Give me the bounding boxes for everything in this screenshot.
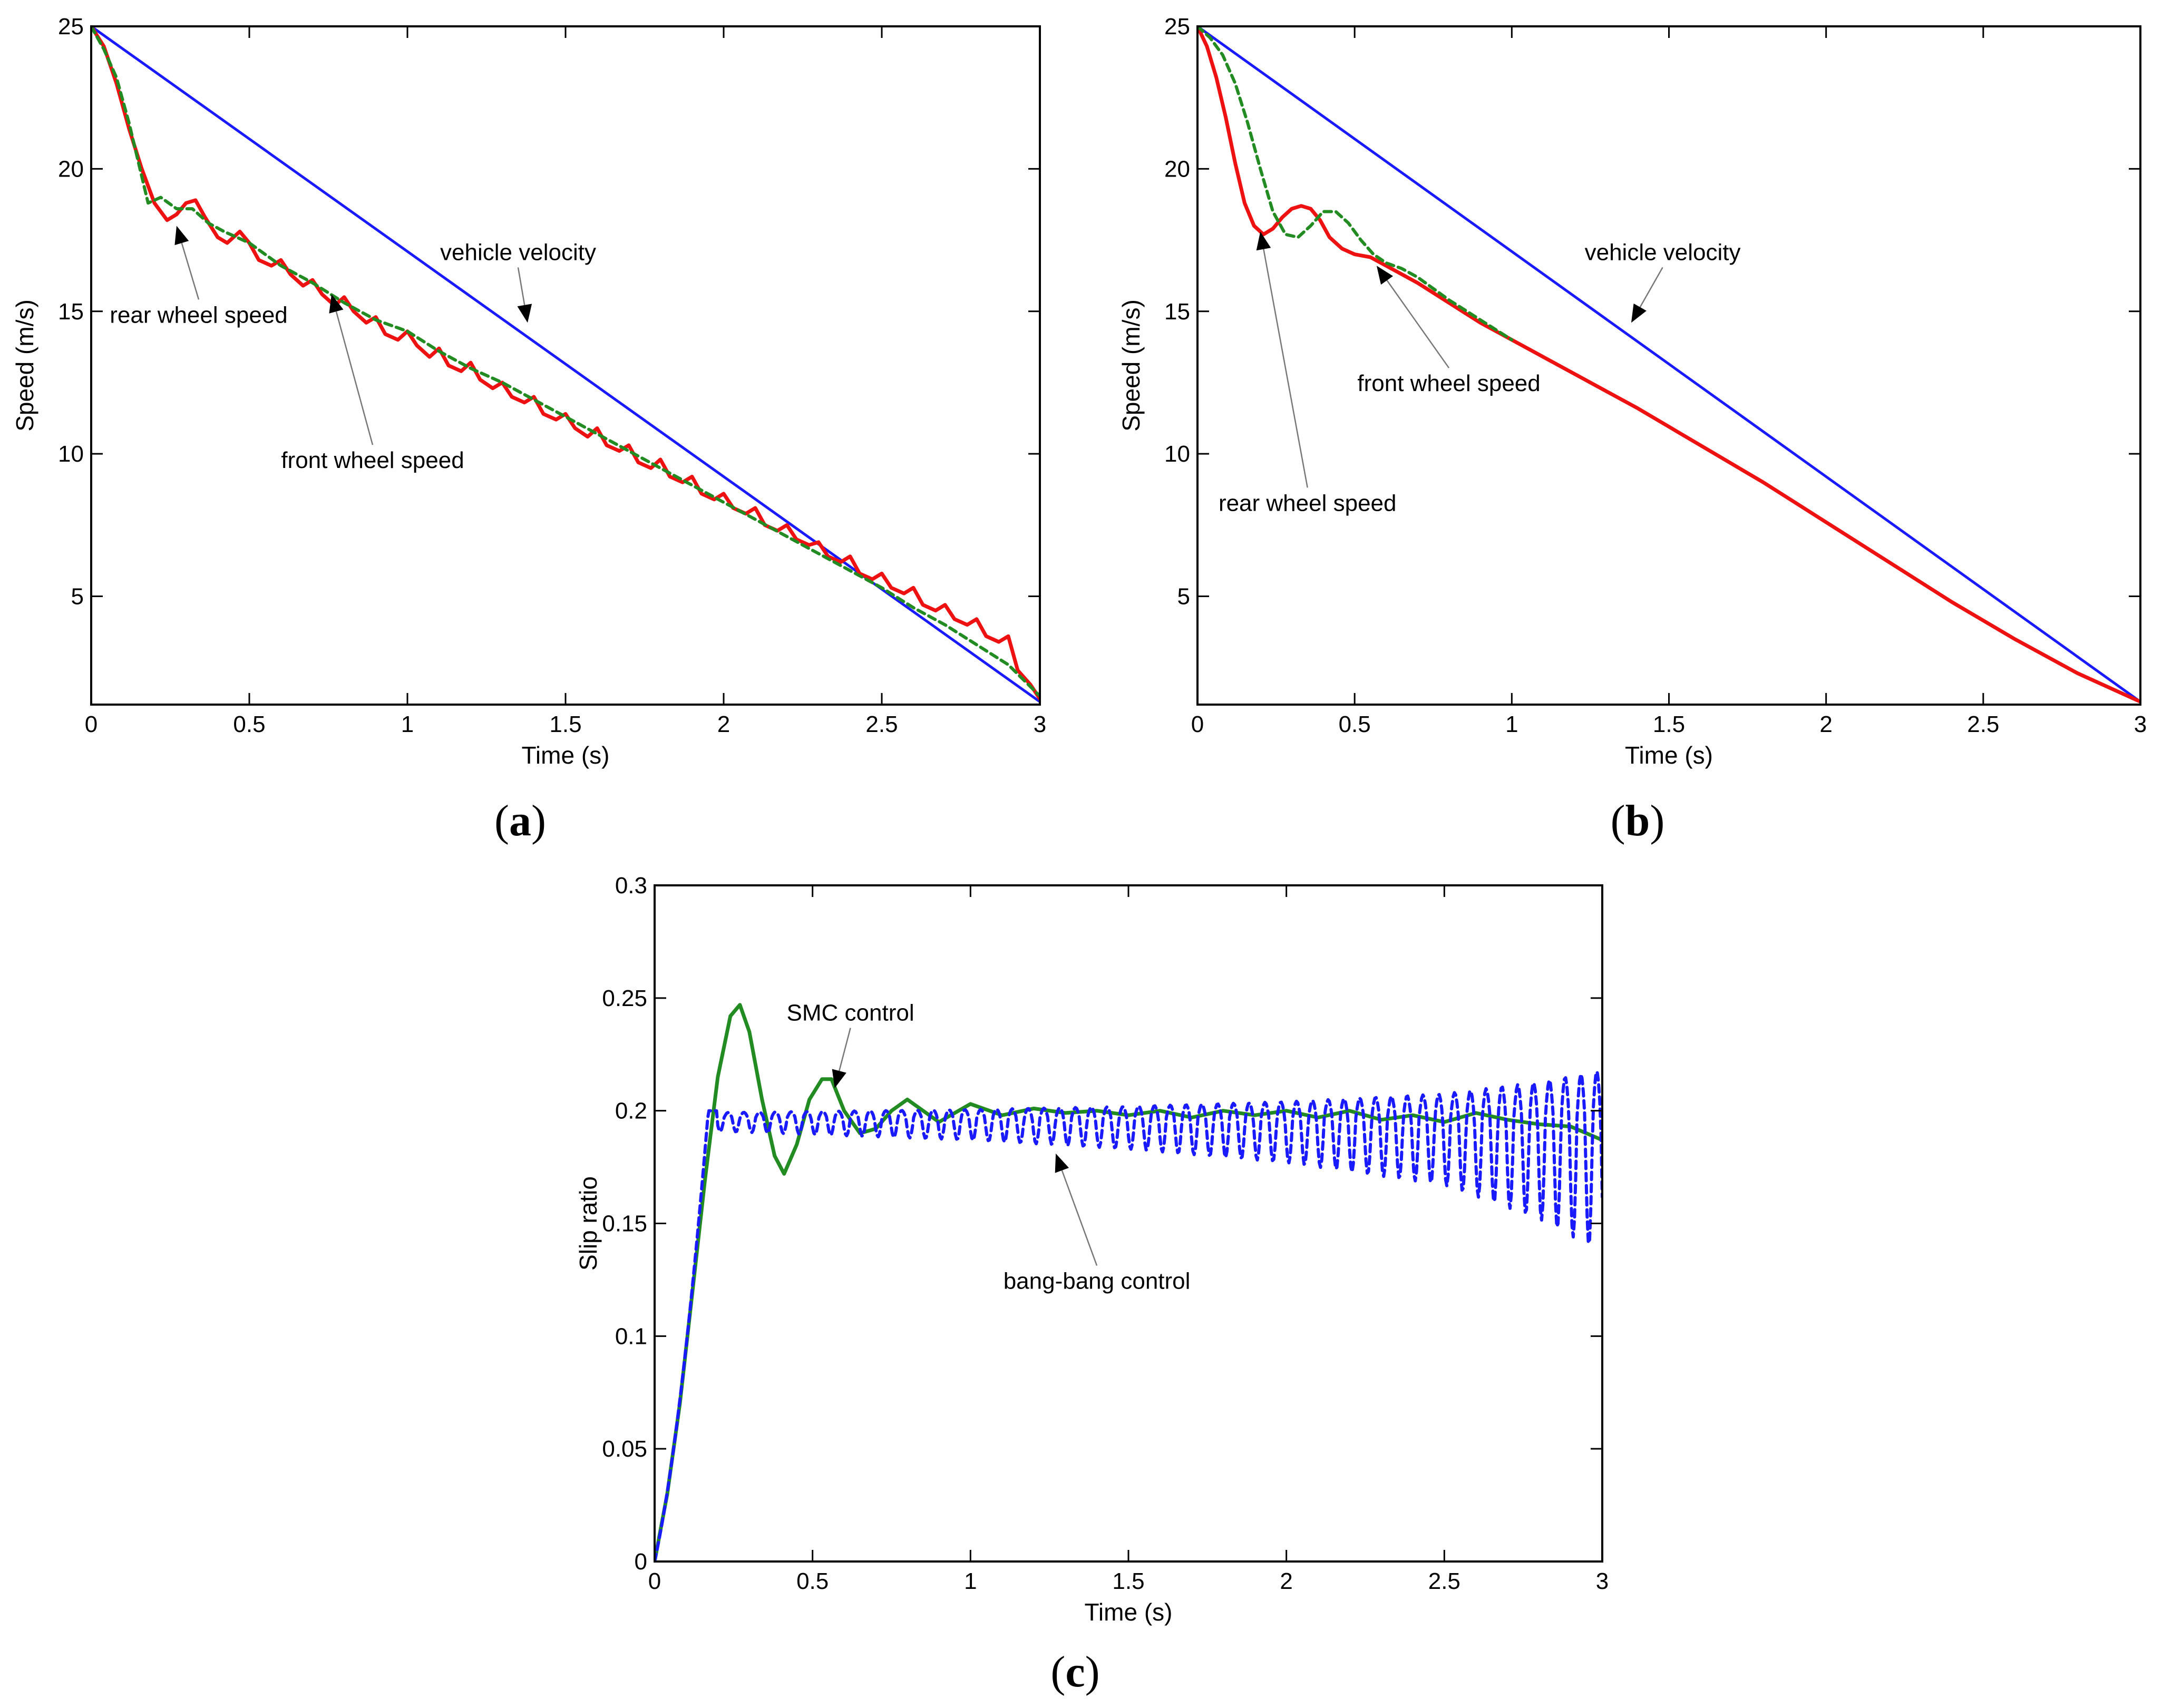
- x-tick-label: 1.5: [1112, 1568, 1144, 1594]
- annotation-leader-line: [839, 1028, 851, 1071]
- x-axis-label: Time (s): [1085, 1598, 1173, 1626]
- y-tick-label: 10: [1164, 441, 1190, 467]
- annotation-arrowhead: [832, 1069, 846, 1088]
- y-tick-label: 0.1: [615, 1323, 647, 1349]
- x-tick-label: 1: [401, 711, 414, 737]
- panel-label-a: (a): [494, 796, 546, 845]
- x-axis-label: Time (s): [522, 741, 610, 769]
- y-tick-label: 10: [58, 441, 84, 467]
- annotation-arrowhead: [1055, 1153, 1069, 1173]
- x-tick-label: 0.5: [233, 711, 265, 737]
- x-tick-label: 3: [2134, 711, 2147, 737]
- annotation-label: front wheel speed: [281, 447, 464, 473]
- annotation-arrowhead: [329, 294, 344, 314]
- y-tick-label: 0.05: [602, 1436, 647, 1462]
- series-rear-wheel-speed-line: [1197, 26, 2140, 704]
- x-tick-label: 1: [964, 1568, 977, 1594]
- plot-area-c: [655, 1003, 1602, 1561]
- annotation-arrowhead: [1631, 303, 1647, 323]
- y-axis-label: Slip ratio: [574, 1176, 602, 1271]
- x-tick-label: 3: [1034, 711, 1046, 737]
- x-tick-label: 0: [648, 1568, 661, 1594]
- series-vehicle-velocity-line: [91, 26, 1040, 704]
- y-tick-label: 25: [1164, 14, 1190, 40]
- y-tick-label: 0.2: [615, 1098, 647, 1124]
- annotation-arrowhead: [174, 226, 189, 246]
- annotation-label: bang-bang control: [1004, 1268, 1191, 1294]
- x-tick-label: 2.5: [1428, 1568, 1460, 1594]
- annotation-leader-line: [1263, 249, 1308, 488]
- series-front-wheel-speed-line: [91, 26, 1040, 698]
- x-tick-label: 0: [1191, 711, 1204, 737]
- panel-a-chart: 0 0.5 1 1.5 2 2.5 3 5 10 15 20 25 Time (s) Speed (m/s…: [11, 14, 1046, 845]
- annotation-leader-line: [1639, 267, 1663, 308]
- annotation-leader-line: [1061, 1170, 1098, 1266]
- annotation-leader-line: [181, 242, 200, 300]
- annotation-label: SMC control: [787, 1000, 914, 1026]
- x-tick-label: 1: [1505, 711, 1518, 737]
- x-tick-label: 0.5: [1339, 711, 1371, 737]
- x-tick-label: 1.5: [1653, 711, 1685, 737]
- y-tick-label: 15: [58, 299, 84, 325]
- y-tick-label: 5: [71, 584, 84, 610]
- x-tick-label: 2: [1280, 1568, 1292, 1594]
- series-front-wheel-speed-line: [1197, 26, 1514, 341]
- y-tick-label: 25: [58, 14, 84, 40]
- plot-area-b: [1197, 26, 2140, 704]
- x-tick-label: 0.5: [796, 1568, 829, 1594]
- y-tick-label: 20: [1164, 156, 1190, 182]
- annotation-leader-line: [335, 311, 374, 445]
- annotation-arrowhead: [517, 304, 532, 323]
- y-tick-label: 20: [58, 156, 84, 182]
- panel-label-b: (b): [1611, 796, 1665, 845]
- annotation-leader-line: [1386, 280, 1450, 368]
- y-tick-label: 15: [1164, 299, 1190, 325]
- series-bang-bang-control-line: [655, 1070, 1602, 1561]
- x-tick-label: 2.5: [1967, 711, 1999, 737]
- x-tick-label: 2: [1819, 711, 1832, 737]
- annotation-arrowhead: [1376, 266, 1393, 285]
- annotation-label: vehicle velocity: [440, 239, 596, 265]
- annotation-label: front wheel speed: [1357, 370, 1540, 396]
- y-tick-label: 0.25: [602, 985, 647, 1011]
- y-tick-label: 0.15: [602, 1211, 647, 1237]
- annotation-label: vehicle velocity: [1585, 239, 1741, 265]
- annotation-arrowhead: [1256, 231, 1271, 251]
- x-tick-label: 3: [1596, 1568, 1609, 1594]
- y-tick-label: 5: [1177, 584, 1190, 610]
- x-tick-label: 1.5: [549, 711, 581, 737]
- x-tick-label: 0: [85, 711, 98, 737]
- panel-b-chart: 0 0.5 1 1.5 2 2.5 3 5 10 15 20 25 Time (s) Speed (m/s…: [1117, 14, 2147, 845]
- y-tick-label: 0.3: [615, 873, 647, 899]
- panel-c-chart: 0 0.5 1 1.5 2 2.5 3 0 0.05 0.1 0.15 0.2 0.25 0.3 Time …: [574, 873, 1609, 1696]
- annotation-leader-line: [517, 267, 525, 306]
- axes-box-c: [654, 884, 1603, 1563]
- annotation-label: rear wheel speed: [110, 302, 288, 328]
- x-tick-label: 2: [717, 711, 730, 737]
- y-axis-label: Speed (m/s): [11, 299, 38, 432]
- plot-area-a: [91, 26, 1040, 704]
- x-tick-label: 2.5: [865, 711, 898, 737]
- y-tick-label: 0: [635, 1549, 647, 1575]
- panel-label-c: (c): [1050, 1647, 1099, 1696]
- y-axis-label: Speed (m/s): [1117, 299, 1145, 432]
- x-axis-label: Time (s): [1625, 741, 1713, 769]
- series-vehicle-velocity-line: [1197, 26, 2140, 704]
- annotation-label: rear wheel speed: [1219, 490, 1397, 516]
